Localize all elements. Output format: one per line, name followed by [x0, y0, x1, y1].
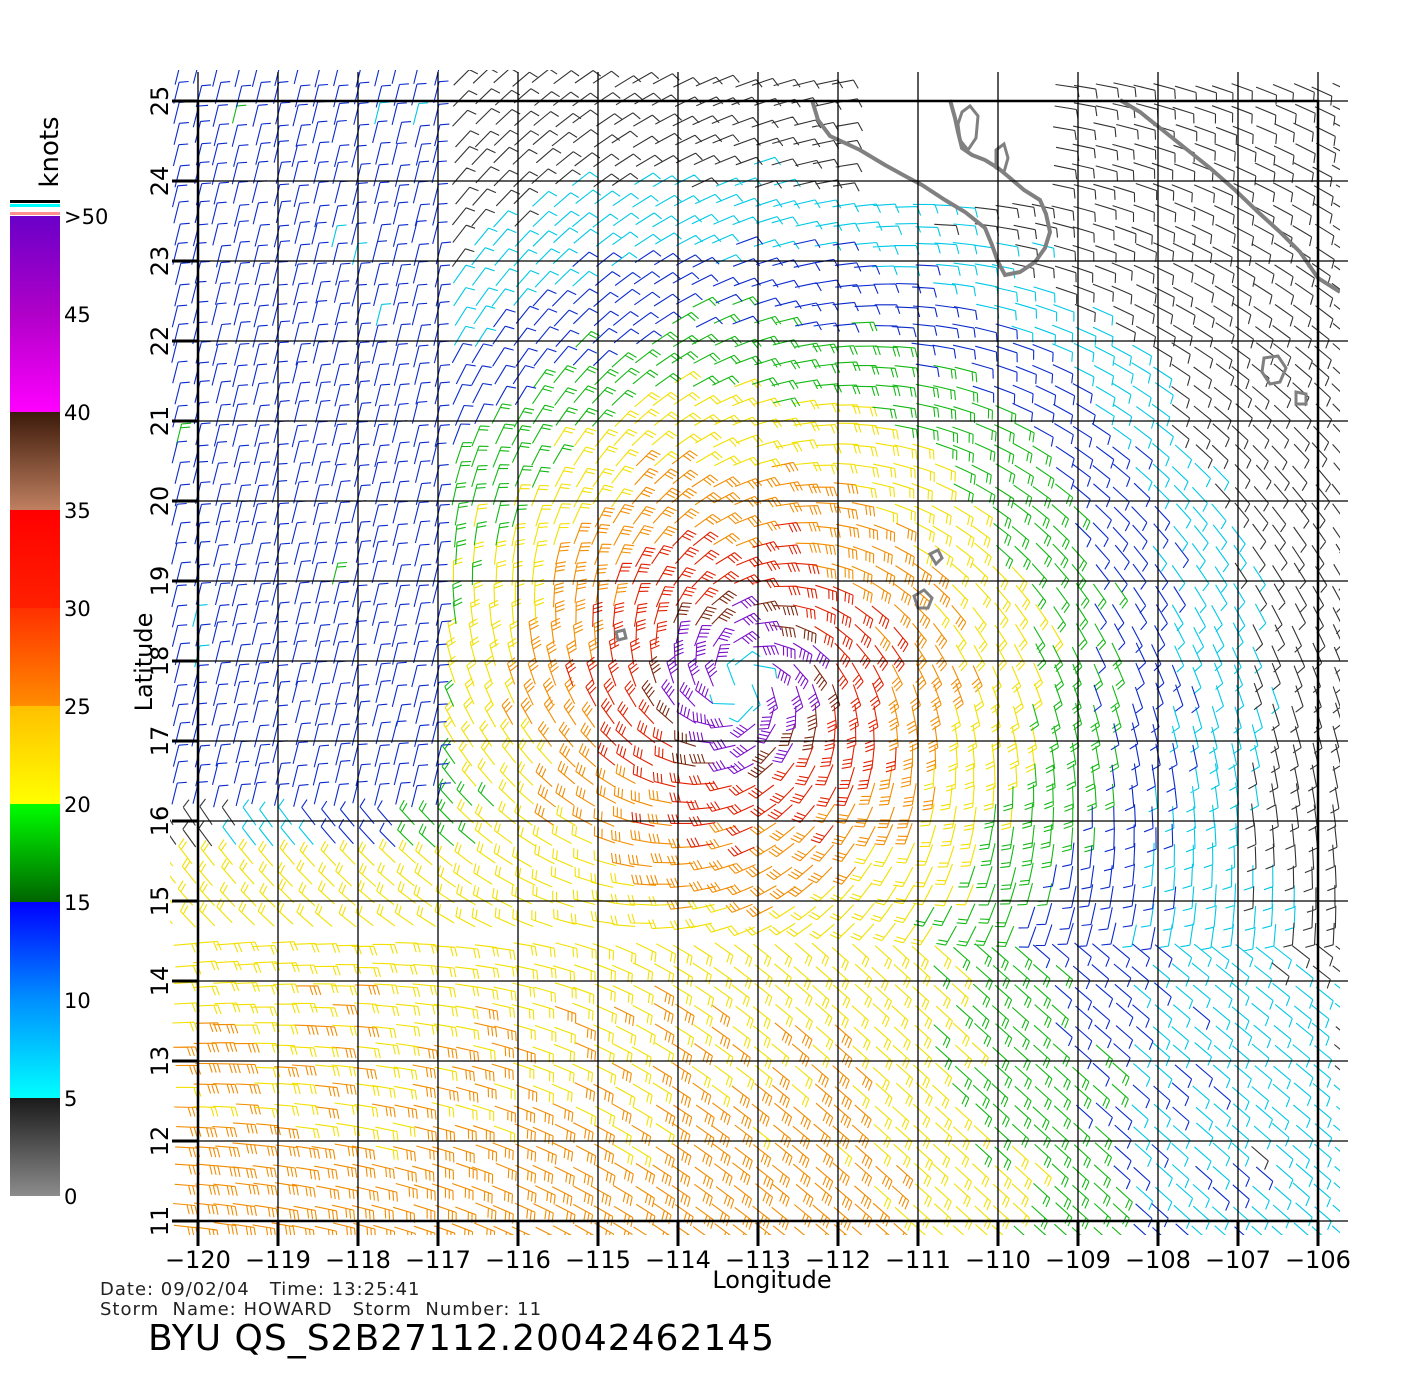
x-tick-label: −110: [965, 1246, 1031, 1274]
colorbar-label: 45: [64, 303, 91, 327]
colorbar-band: [10, 706, 60, 804]
colorbar-title: knots: [35, 116, 65, 187]
y-tick-label: 18: [146, 646, 174, 677]
x-tick-label: −111: [885, 1246, 951, 1274]
y-tick-label: 21: [146, 406, 174, 437]
colorbar-stripe: [10, 212, 60, 215]
colorbar-top-stripes: [10, 200, 60, 215]
colorbar-label: 40: [64, 401, 91, 425]
x-tick-label: −117: [405, 1246, 471, 1274]
colorbar-label: 30: [64, 597, 91, 621]
colorbar-label: 35: [64, 499, 91, 523]
colorbar-band: [10, 510, 60, 608]
x-tick-label: −113: [725, 1246, 791, 1274]
wind-barb-group: [171, 70, 1274, 1235]
date-time-line: Date: 09/02/04 Time: 13:25:41: [100, 1279, 421, 1300]
colorbar-label: 0: [64, 1185, 77, 1209]
y-tick-label: 13: [146, 1046, 174, 1077]
colorbar-stripe: [10, 200, 60, 203]
y-tick-label: 25: [146, 86, 174, 117]
y-tick-label: 19: [146, 566, 174, 597]
y-tick-label: 11: [146, 1206, 174, 1237]
colorbar-label: 25: [64, 695, 91, 719]
isla-san-benedicto: [927, 547, 944, 567]
y-tick-label: 15: [146, 886, 174, 917]
wind-barb-group: [661, 595, 830, 775]
storm-name-line: Storm Name: HOWARD Storm Number: 11: [100, 1299, 543, 1320]
colorbar-labels: 0 5 10 15 20 25 30 35 40 45 >50: [64, 205, 108, 1209]
colorbar-bands: [10, 216, 60, 1196]
colorbar-band: [10, 902, 60, 1000]
colorbar-band: [10, 412, 60, 510]
mainland-mexico-coast: [1118, 98, 1340, 294]
colorbar-band: [10, 216, 60, 314]
x-tick-label: −107: [1205, 1246, 1271, 1274]
lat-lon-grid: [172, 72, 1348, 1246]
wind-barb-group: [565, 522, 909, 857]
y-tick-label: 14: [146, 966, 174, 997]
y-axis-title: Latitude: [130, 613, 158, 712]
wind-barb-group: [192, 101, 1340, 1235]
x-tick-label: −106: [1285, 1246, 1351, 1274]
wind-barb-group: [173, 449, 983, 1235]
x-tick-label: −116: [485, 1246, 551, 1274]
colorbar-band: [10, 1098, 60, 1196]
wind-barb-group: [170, 370, 1064, 1235]
colorbar-label: 10: [64, 989, 91, 1013]
latitude-tick-labels: 11 12 13 14 15 16 17 18 19 20 21 22 23 24 25: [146, 86, 174, 1237]
x-tick-label: −112: [805, 1246, 871, 1274]
x-tick-label: −120: [165, 1246, 231, 1274]
x-tick-label: −115: [565, 1246, 631, 1274]
colorbar-label: 5: [64, 1087, 77, 1111]
colorbar-band: [10, 1000, 60, 1098]
x-tick-label: −118: [325, 1246, 391, 1274]
colorbar-label: 20: [64, 793, 91, 817]
colorbar-label: >50: [64, 205, 108, 229]
x-tick-label: −114: [645, 1246, 711, 1274]
isla-clarion: [614, 628, 628, 642]
y-tick-label: 22: [146, 326, 174, 357]
colorbar-stripe: [10, 204, 60, 207]
colorbar-band: [10, 804, 60, 902]
longitude-tick-labels: −120 −119 −118 −117 −116 −115 −114 −113 −112 −111…: [165, 1246, 1351, 1274]
y-tick-label: 17: [146, 726, 174, 757]
islas-marias: [1260, 354, 1308, 406]
colorbar: 0 5 10 15 20 25 30 35 40 45 >50 knots: [10, 116, 108, 1209]
x-tick-label: −108: [1125, 1246, 1191, 1274]
x-axis-title: Longitude: [712, 1266, 831, 1294]
x-tick-label: −119: [245, 1246, 311, 1274]
isla-socorro: [912, 588, 934, 610]
isla-san-jose: [994, 141, 1010, 175]
colorbar-band: [10, 314, 60, 412]
isla-espiritu-santo: [956, 103, 980, 153]
y-tick-label: 24: [146, 166, 174, 197]
y-tick-label: 12: [146, 1126, 174, 1157]
product-id: BYU QS_S2B27112.20042462145: [148, 1318, 776, 1359]
baja-california-coast: [810, 99, 1053, 278]
colorbar-stripe: [10, 208, 60, 211]
wind-barbs: [170, 70, 1340, 1235]
y-tick-label: 20: [146, 486, 174, 517]
colorbar-label: 15: [64, 891, 91, 915]
wind-barb-group: [641, 590, 841, 778]
x-tick-label: −109: [1045, 1246, 1111, 1274]
y-tick-label: 16: [146, 806, 174, 837]
colorbar-band: [10, 608, 60, 706]
y-tick-label: 23: [146, 246, 174, 277]
